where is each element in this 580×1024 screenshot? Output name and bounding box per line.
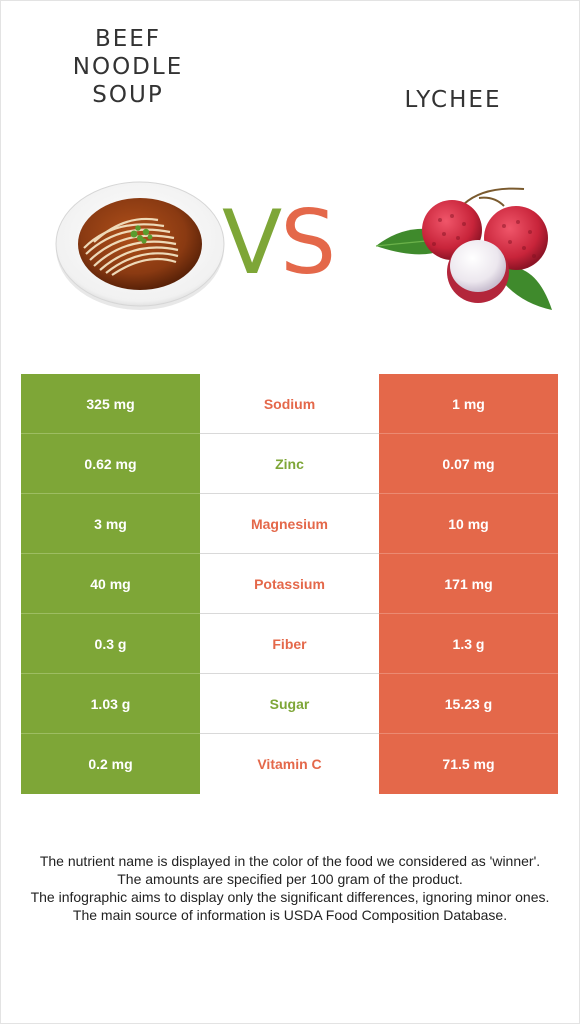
nutrient-name-cell: Vitamin C xyxy=(200,734,379,794)
right-value-cell: 0.07 mg xyxy=(379,434,558,494)
nutrient-name-cell: Sugar xyxy=(200,674,379,734)
table-row: 3 mg Magnesium 10 mg xyxy=(21,494,558,554)
vs-v-letter: V xyxy=(222,191,282,294)
food-left-title-line: BEEF xyxy=(94,26,162,52)
table-row: 0.2 mg Vitamin C 71.5 mg xyxy=(21,734,558,794)
nutrient-name-cell: Magnesium xyxy=(200,494,379,554)
table-row: 0.3 g Fiber 1.3 g xyxy=(21,614,558,674)
left-value-cell: 325 mg xyxy=(21,374,200,434)
left-value-cell: 40 mg xyxy=(21,554,200,614)
footer-note: The main source of information is USDA F… xyxy=(72,907,508,923)
table-row: 1.03 g Sugar 15.23 g xyxy=(21,674,558,734)
lychee-image xyxy=(375,187,552,310)
right-value-cell: 1.3 g xyxy=(379,614,558,674)
table-row: 0.62 mg Zinc 0.07 mg xyxy=(21,434,558,494)
nutrient-name-cell: Zinc xyxy=(200,434,379,494)
left-value-cell: 0.62 mg xyxy=(21,434,200,494)
left-value-cell: 0.3 g xyxy=(21,614,200,674)
nutrient-name-cell: Potassium xyxy=(200,554,379,614)
food-left-title: BEEF NOODLE SOUP xyxy=(30,25,226,109)
left-value-cell: 3 mg xyxy=(21,494,200,554)
vs-s-letter: S xyxy=(280,191,336,294)
right-value-cell: 15.23 g xyxy=(379,674,558,734)
table-row: 325 mg Sodium 1 mg xyxy=(21,374,558,434)
nutrient-name-cell: Sodium xyxy=(200,374,379,434)
footer-note: The nutrient name is displayed in the co… xyxy=(39,853,541,869)
food-left-title-line: NOODLE xyxy=(72,54,184,80)
right-value-cell: 71.5 mg xyxy=(379,734,558,794)
right-value-cell: 1 mg xyxy=(379,374,558,434)
nutrient-comparison-table: 325 mg Sodium 1 mg 0.62 mg Zinc 0.07 mg 3 mg Ma… xyxy=(21,374,558,794)
footer-note: The infographic aims to display only the… xyxy=(30,889,550,905)
footer-note: The amounts are specified per 100 gram o… xyxy=(117,871,463,887)
nutrient-name-cell: Fiber xyxy=(200,614,379,674)
right-value-cell: 171 mg xyxy=(379,554,558,614)
beef-noodle-soup-image xyxy=(55,181,225,310)
vs-label: VS xyxy=(222,198,350,288)
food-right-title: LYCHEE xyxy=(404,87,502,113)
table-row: 40 mg Potassium 171 mg xyxy=(21,554,558,614)
left-value-cell: 1.03 g xyxy=(21,674,200,734)
left-value-cell: 0.2 mg xyxy=(21,734,200,794)
food-left-title-line: SOUP xyxy=(92,82,164,108)
right-value-cell: 10 mg xyxy=(379,494,558,554)
footer-notes: The nutrient name is displayed in the co… xyxy=(20,852,560,924)
